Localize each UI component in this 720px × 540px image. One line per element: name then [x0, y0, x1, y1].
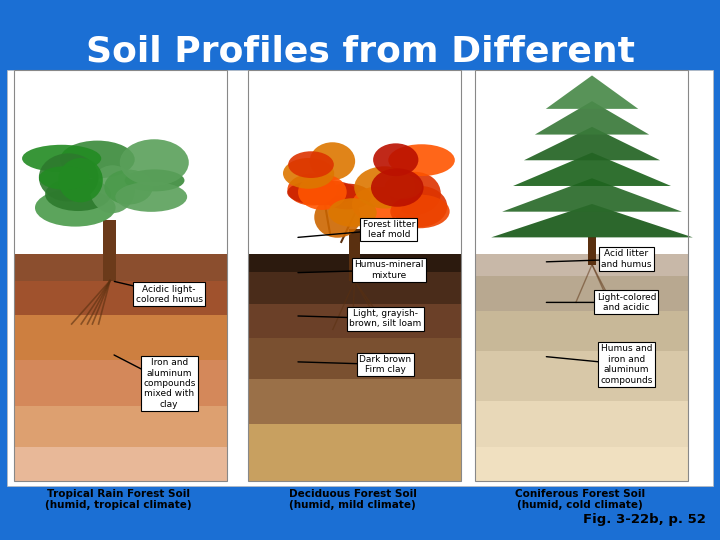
FancyBboxPatch shape	[475, 401, 688, 447]
Ellipse shape	[371, 168, 423, 207]
FancyBboxPatch shape	[0, 0, 720, 119]
FancyBboxPatch shape	[588, 238, 596, 265]
Text: Light, grayish-
brown, silt loam: Light, grayish- brown, silt loam	[349, 309, 421, 328]
Text: Soil Profiles from Different: Soil Profiles from Different	[86, 35, 634, 68]
Ellipse shape	[384, 175, 422, 199]
FancyBboxPatch shape	[14, 70, 227, 254]
FancyBboxPatch shape	[104, 220, 117, 281]
FancyBboxPatch shape	[248, 424, 461, 481]
Text: Acidic light-
colored humus: Acidic light- colored humus	[135, 285, 203, 304]
Text: Tropical Rain Forest Soil
(humid, tropical climate): Tropical Rain Forest Soil (humid, tropic…	[45, 489, 192, 510]
Ellipse shape	[58, 158, 103, 202]
Ellipse shape	[283, 158, 334, 189]
Ellipse shape	[287, 180, 358, 205]
Text: Deciduous Forest Soil
(humid, mild climate): Deciduous Forest Soil (humid, mild clima…	[289, 489, 417, 510]
FancyBboxPatch shape	[14, 315, 227, 360]
FancyBboxPatch shape	[248, 338, 461, 379]
Ellipse shape	[388, 144, 455, 176]
Ellipse shape	[354, 166, 415, 208]
Polygon shape	[524, 127, 660, 160]
Ellipse shape	[392, 186, 447, 227]
FancyBboxPatch shape	[248, 254, 461, 272]
FancyBboxPatch shape	[14, 254, 227, 281]
Ellipse shape	[373, 143, 418, 176]
Ellipse shape	[60, 140, 135, 178]
Text: Dark brown
Firm clay: Dark brown Firm clay	[359, 355, 411, 374]
Ellipse shape	[35, 189, 116, 227]
Polygon shape	[502, 178, 682, 212]
FancyBboxPatch shape	[349, 229, 360, 281]
Ellipse shape	[115, 182, 187, 212]
Ellipse shape	[90, 165, 135, 213]
Ellipse shape	[352, 187, 402, 222]
Ellipse shape	[22, 145, 102, 172]
Text: Ecosystems: Ecosystems	[240, 80, 480, 114]
FancyBboxPatch shape	[475, 254, 688, 276]
FancyBboxPatch shape	[475, 276, 688, 310]
Ellipse shape	[323, 184, 372, 210]
FancyBboxPatch shape	[248, 70, 461, 254]
FancyBboxPatch shape	[7, 70, 713, 486]
Ellipse shape	[390, 194, 450, 228]
Ellipse shape	[125, 170, 184, 191]
Polygon shape	[491, 204, 693, 238]
FancyBboxPatch shape	[14, 406, 227, 447]
Ellipse shape	[314, 197, 361, 238]
Ellipse shape	[298, 174, 347, 210]
FancyBboxPatch shape	[475, 352, 688, 401]
Text: Humus and
iron and
aluminum
compounds: Humus and iron and aluminum compounds	[600, 345, 652, 384]
FancyBboxPatch shape	[475, 70, 688, 254]
Ellipse shape	[390, 172, 441, 215]
FancyBboxPatch shape	[248, 272, 461, 303]
Text: Fig. 3-22b, p. 52: Fig. 3-22b, p. 52	[582, 514, 706, 526]
Text: Acid litter
and humus: Acid litter and humus	[601, 249, 652, 269]
Polygon shape	[513, 153, 671, 186]
Ellipse shape	[39, 166, 89, 190]
FancyBboxPatch shape	[14, 281, 227, 315]
FancyBboxPatch shape	[14, 360, 227, 406]
Polygon shape	[546, 76, 638, 109]
Polygon shape	[535, 101, 649, 134]
Ellipse shape	[104, 170, 153, 205]
Text: Forest litter
leaf mold: Forest litter leaf mold	[363, 220, 415, 239]
Ellipse shape	[288, 151, 334, 178]
Text: Humus-mineral
mixture: Humus-mineral mixture	[354, 260, 423, 280]
Ellipse shape	[310, 142, 355, 180]
FancyBboxPatch shape	[248, 379, 461, 424]
Ellipse shape	[287, 174, 337, 206]
Ellipse shape	[45, 178, 111, 211]
FancyBboxPatch shape	[14, 447, 227, 481]
Text: Coniferous Forest Soil
(humid, cold climate): Coniferous Forest Soil (humid, cold clim…	[515, 489, 644, 510]
Ellipse shape	[39, 153, 99, 201]
FancyBboxPatch shape	[475, 447, 688, 481]
FancyBboxPatch shape	[475, 310, 688, 352]
Text: Light-colored
and acidic: Light-colored and acidic	[597, 293, 656, 312]
Ellipse shape	[120, 139, 189, 186]
Ellipse shape	[328, 198, 377, 227]
FancyBboxPatch shape	[248, 303, 461, 338]
Text: Iron and
aluminum
compounds
mixed with
clay: Iron and aluminum compounds mixed with c…	[143, 358, 195, 409]
